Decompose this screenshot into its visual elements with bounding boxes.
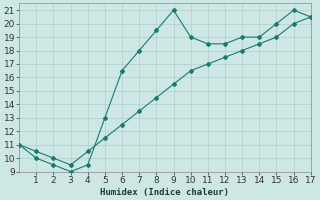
X-axis label: Humidex (Indice chaleur): Humidex (Indice chaleur) xyxy=(100,188,229,197)
